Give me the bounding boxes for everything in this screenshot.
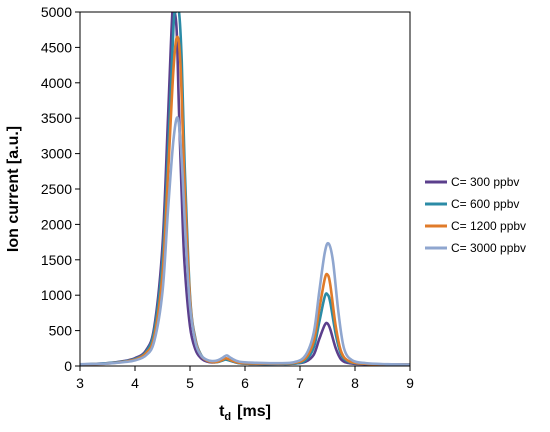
x-axis-ticks: 3 4 5 6 7 8 9 [76,366,414,391]
y-tick-label: 500 [49,323,73,339]
legend: C= 300 ppbv C= 600 ppbv C= 1200 ppbv C= 300… [425,175,526,255]
x-axis-title-main: t [219,403,225,420]
x-axis-title: td [ms] [219,403,271,423]
y-tick-label: 3500 [41,110,72,126]
y-tick-label: 1000 [41,287,72,303]
legend-label: C= 3000 ppbv [451,241,526,255]
y-tick-label: 4000 [41,75,72,91]
legend-label: C= 600 ppbv [451,197,519,211]
x-axis-title-subscript: d [224,411,231,423]
series-line-3 [80,35,410,366]
plot-lines [80,12,410,366]
x-tick-label: 7 [296,375,304,391]
plot-area-frame [79,11,411,367]
y-axis-title: Ion current [a.u.] [5,126,22,252]
y-tick-label: 2000 [41,216,72,232]
x-tick-label: 4 [131,375,139,391]
x-tick-label: 6 [241,375,249,391]
series-line-2 [80,12,410,366]
y-tick-label: 1500 [41,252,72,268]
y-tick-label: 2500 [41,181,72,197]
y-tick-label: 3000 [41,146,72,162]
x-tick-label: 8 [351,375,359,391]
legend-label: C= 1200 ppbv [451,219,526,233]
y-tick-label: 5000 [41,4,72,20]
series-line-4 [80,116,410,366]
y-tick-label: 0 [64,358,72,374]
x-tick-label: 9 [406,375,414,391]
x-axis-title-unit: [ms] [237,403,271,420]
legend-label: C= 300 ppbv [451,175,519,189]
x-tick-label: 3 [76,375,84,391]
y-tick-label: 4500 [41,39,72,55]
y-axis-ticks: 0 500 1000 1500 2000 2500 3000 3500 4000 4500 5000 [41,4,80,374]
series-line-1 [80,12,410,366]
x-tick-label: 5 [186,375,194,391]
